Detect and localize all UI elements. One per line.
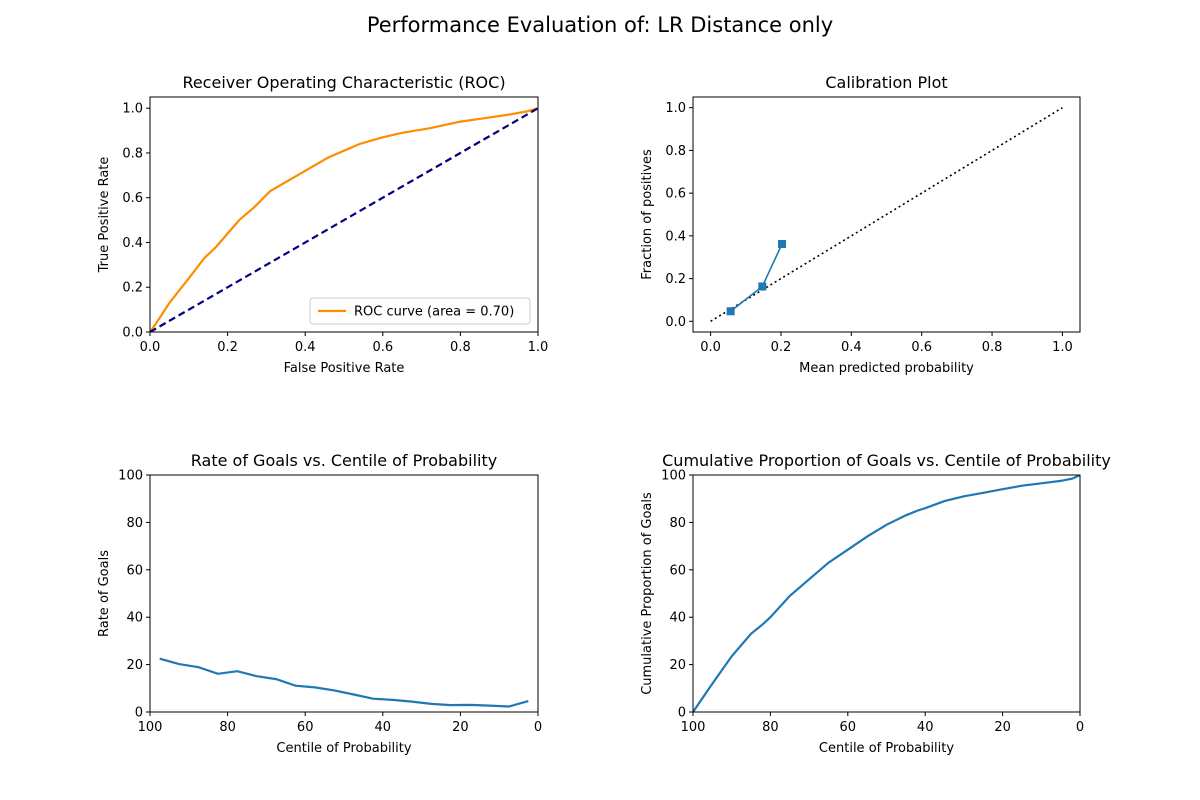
calibration-ytick-label-3: 0.6 [665,187,686,202]
calibration-xlabel: Mean predicted probability [799,361,974,376]
rate-xtick-label-1: 80 [219,720,236,735]
rate-xlabel: Centile of Probability [276,741,411,756]
roc-series-0-line [150,107,538,332]
roc-legend-box [309,297,531,325]
rate-ytick-label-4: 80 [126,516,143,531]
roc-xtick-label-3: 0.6 [372,340,393,355]
calibration-title: Calibration Plot [825,73,947,92]
calibration-xtick-label-1: 0.2 [771,340,792,355]
calibration-xtick-label-3: 0.6 [911,340,932,355]
calibration-ytick-label-1: 0.2 [665,272,686,287]
calibration-ytick-label-0: 0.0 [665,315,686,330]
cumulative-xtick-label-5: 0 [1076,720,1084,735]
calibration-panel: 0.0 0.2 0.4 0.6 0.8 1.0 0.0 0.2 0.4 0.6 0.8 1.0 Cali… [640,73,1081,376]
cumulative-xtick-label-2: 60 [840,720,857,735]
calibration-ytick-label-2: 0.4 [665,229,686,244]
cumulative-axes-frame [692,474,1081,713]
roc-ytick-label-0: 0.0 [122,326,143,341]
cumulative-xtick-label-1: 80 [762,720,779,735]
roc-ytick-label-3: 0.6 [122,191,143,206]
roc-title: Receiver Operating Characteristic (ROC) [182,73,505,92]
cumulative-ytick-label-4: 80 [669,516,686,531]
calibration-xtick-label-5: 1.0 [1052,340,1073,355]
roc-xtick-label-2: 0.4 [295,340,316,355]
rate-ytick-label-5: 100 [118,469,143,484]
rate-xtick-label-0: 100 [138,720,163,735]
cumulative-ytick-label-3: 60 [669,563,686,578]
cumulative-xtick-label-4: 20 [994,720,1011,735]
roc-xlabel: False Positive Rate [284,361,405,376]
rate-ytick-label-3: 60 [126,563,143,578]
roc-ylabel: True Positive Rate [97,157,112,274]
roc-series-1-line [150,107,538,332]
cumulative-xtick-label-0: 100 [681,720,706,735]
calibration-series-1-line [730,243,783,312]
calibration-series-1-marker-1 [758,282,767,291]
calibration-ytick-label-5: 1.0 [665,101,686,116]
calibration-xtick-label-0: 0.0 [700,340,721,355]
rate-of-goals-panel: 100 80 60 40 20 0 0 20 40 60 80 100 Rate of Goals vs… [97,451,542,756]
roc-axes-frame [149,96,539,333]
rate-title: Rate of Goals vs. Centile of Probability [191,451,497,470]
roc-ytick-label-4: 0.8 [122,146,143,161]
roc-legend-label-0: ROC curve (area = 0.70) [354,305,514,320]
cumulative-ytick-label-0: 0 [678,706,686,721]
rate-series-0-line [159,657,529,708]
roc-xtick-label-0: 0.0 [140,340,161,355]
rate-xtick-label-3: 40 [375,720,392,735]
figure-suptitle: Performance Evaluation of: LR Distance o… [367,13,833,37]
calibration-xtick-label-2: 0.4 [841,340,862,355]
cumulative-series-0-line [693,475,1080,712]
rate-ytick-label-2: 40 [126,611,143,626]
cumulative-ytick-label-2: 40 [669,611,686,626]
cumulative-xlabel: Centile of Probability [819,741,954,756]
calibration-series-1-marker-0 [726,307,735,316]
roc-xtick-label-5: 1.0 [528,340,549,355]
cumulative-title: Cumulative Proportion of Goals vs. Centi… [662,451,1111,470]
cumulative-ylabel: Cumulative Proportion of Goals [640,492,655,695]
roc-ytick-label-2: 0.4 [122,236,143,251]
calibration-xtick-label-4: 0.8 [982,340,1003,355]
roc-xtick-label-1: 0.2 [217,340,238,355]
roc-panel: 0.0 0.2 0.4 0.6 0.8 1.0 0.0 0.2 0.4 0.6 0.8 1.0 Rece… [97,73,548,376]
rate-ytick-label-0: 0 [135,706,143,721]
calibration-ylabel: Fraction of positives [640,149,655,280]
cumulative-ytick-label-1: 20 [669,658,686,673]
roc-ytick-label-5: 1.0 [122,102,143,117]
rate-ytick-label-1: 20 [126,658,143,673]
rate-xtick-label-4: 20 [452,720,469,735]
rate-axes-frame [149,474,539,713]
calibration-ytick-label-4: 0.8 [665,144,686,159]
cumulative-xtick-label-3: 40 [917,720,934,735]
calibration-axes-frame [692,96,1081,333]
calibration-series-1-marker-2 [778,239,787,248]
roc-xtick-label-4: 0.8 [450,340,471,355]
cumulative-ytick-label-5: 100 [661,469,686,484]
rate-ylabel: Rate of Goals [97,550,112,637]
calibration-series-0-line [710,107,1063,322]
roc-ytick-label-1: 0.2 [122,281,143,296]
rate-xtick-label-5: 0 [534,720,542,735]
rate-xtick-label-2: 60 [297,720,314,735]
